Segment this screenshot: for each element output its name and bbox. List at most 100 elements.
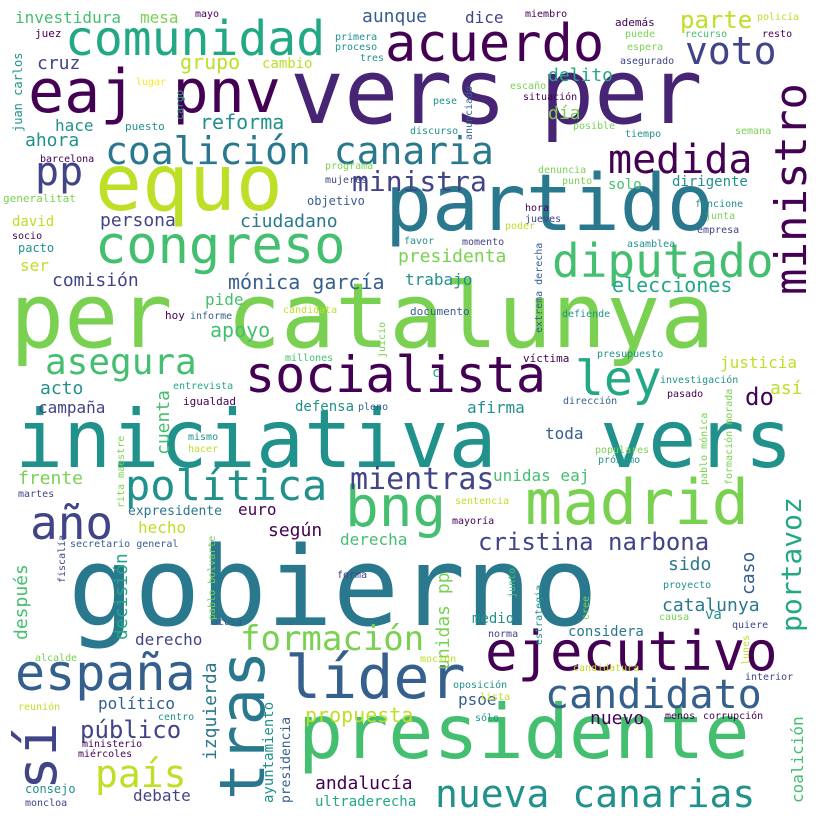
word-poder: poder bbox=[505, 221, 536, 232]
word-proximo: próximo bbox=[598, 455, 641, 466]
word-direccion: dirección bbox=[563, 396, 618, 407]
word-publico: público bbox=[80, 716, 182, 744]
word-jueves: jueves bbox=[525, 214, 562, 225]
word-persona: persona bbox=[100, 210, 176, 231]
word-grupo: grupo bbox=[180, 50, 241, 74]
word-pasado: pasado bbox=[667, 389, 704, 400]
word-pablo-monica: pablo mónica bbox=[699, 412, 710, 485]
word-afirma: afirma bbox=[467, 398, 525, 417]
word-cambio: cambio bbox=[262, 56, 313, 72]
word-semana: semana bbox=[735, 126, 772, 137]
word-pais: país bbox=[95, 752, 187, 796]
word-bng: bng bbox=[345, 475, 447, 540]
word-miembro: miembro bbox=[525, 9, 568, 20]
word-lista: lista bbox=[480, 692, 511, 703]
word-portavoz: portavoz bbox=[775, 497, 808, 632]
word-proceso: proceso bbox=[335, 42, 378, 53]
word-resto: resto bbox=[762, 29, 793, 40]
word-formacion: formación bbox=[240, 619, 425, 659]
word-monica-garcia: mónica garcía bbox=[228, 270, 385, 294]
word-denuncia: denuncia bbox=[538, 165, 587, 176]
word-euro: euro bbox=[238, 500, 277, 519]
word-nuevo: nuevo bbox=[590, 708, 645, 729]
word-sido: sido bbox=[668, 554, 712, 575]
word-estrategia: estrategia bbox=[534, 584, 545, 645]
word-pese: pese bbox=[433, 96, 458, 107]
word-caso: caso bbox=[738, 551, 759, 595]
word-ano: año bbox=[30, 496, 114, 550]
word-acusa: acusa bbox=[212, 617, 243, 628]
word-per-top: per bbox=[540, 40, 703, 145]
word-asegurado: asegurado bbox=[620, 56, 675, 67]
word-asegura: asegura bbox=[45, 342, 197, 383]
word-hora: hora bbox=[525, 203, 550, 214]
word-ayuntamiento: ayuntamiento bbox=[261, 701, 277, 803]
word-formacion-morada: formación morada bbox=[724, 388, 735, 485]
word-entrevista: entrevista bbox=[173, 381, 234, 392]
word-recurso: recurso bbox=[685, 29, 728, 40]
word-ministra: ministra bbox=[352, 165, 487, 198]
word-hoy: hoy bbox=[165, 309, 185, 322]
word-politico: político bbox=[98, 694, 176, 713]
word-psoe: psoe bbox=[458, 690, 497, 709]
word-comunidad: comunidad bbox=[65, 11, 326, 67]
word-presidente: presidente bbox=[298, 688, 750, 776]
word-presidencia: presidencia bbox=[279, 716, 294, 803]
word-escano: escaño bbox=[510, 81, 547, 92]
word-juan-carlos: juan carlos bbox=[11, 52, 25, 132]
word-causa: causa bbox=[659, 612, 690, 623]
word-acto: acto bbox=[40, 378, 84, 399]
word-junta: junta bbox=[705, 211, 736, 222]
word-derecho: derecho bbox=[135, 630, 203, 649]
word-pide: pide bbox=[205, 290, 244, 309]
word-cuenta: cuenta bbox=[153, 389, 174, 455]
word-norma: norma bbox=[488, 629, 519, 640]
word-martes: martes bbox=[18, 489, 55, 500]
word-campana: campaña bbox=[38, 398, 106, 417]
word-madrid: madrid bbox=[525, 466, 749, 539]
word-lider: líder bbox=[285, 643, 466, 713]
word-objetivo: objetivo bbox=[307, 194, 365, 208]
word-informe: informe bbox=[190, 311, 233, 322]
word-voto: voto bbox=[685, 29, 777, 73]
word-ciudadano: ciudadano bbox=[240, 211, 338, 232]
word-puede: puede bbox=[625, 29, 656, 40]
word-per-catalunya: per catalunya bbox=[10, 264, 715, 369]
word-aunque: aunque bbox=[362, 6, 428, 27]
word-andalucia: andalucía bbox=[315, 773, 413, 794]
word-junto: junto bbox=[507, 567, 518, 598]
word-coalicion-canaria: coalición canaria bbox=[105, 129, 494, 173]
word-delito: delito bbox=[548, 65, 614, 86]
word-forma: forma bbox=[337, 570, 368, 581]
word-ahora: ahora bbox=[25, 130, 80, 151]
word-mientras: mientras bbox=[350, 462, 495, 497]
word-presupuesto: presupuesto bbox=[597, 349, 664, 360]
word-ministerio: ministerio bbox=[82, 739, 143, 750]
word-extrema-derecha: extrema derecha bbox=[534, 242, 545, 333]
word-hecho: hecho bbox=[138, 518, 187, 537]
word-partido: partido bbox=[385, 159, 714, 249]
word-investigacion: investigación bbox=[660, 375, 739, 386]
word-oposicion: oposición bbox=[453, 680, 508, 691]
word-va: va bbox=[705, 607, 722, 623]
word-quiere: quiere bbox=[732, 620, 769, 631]
word-sentencia: sentencia bbox=[455, 496, 510, 507]
word-ministro: ministro bbox=[766, 83, 817, 295]
word-iniciativa: iniciativa bbox=[15, 393, 497, 486]
word-ultraderecha: ultraderecha bbox=[315, 794, 417, 810]
word-izquierda: izquierda bbox=[200, 662, 221, 760]
word-expresidente: expresidente bbox=[128, 504, 222, 519]
word-debate: debate bbox=[133, 786, 191, 805]
word-tiempo: tiempo bbox=[625, 129, 662, 140]
word-justicia: justicia bbox=[720, 353, 798, 372]
word-medida: medida bbox=[608, 137, 753, 183]
word-candidatura: candidatura bbox=[573, 663, 640, 674]
word-cargo: cargo bbox=[175, 89, 186, 120]
word-cree: cree bbox=[581, 595, 592, 620]
word-derecha: derecha bbox=[340, 530, 408, 549]
word-menos: menos bbox=[665, 711, 696, 722]
word-consejo: consejo bbox=[25, 782, 76, 796]
word-centro: centro bbox=[158, 712, 195, 723]
word-reforma: reforma bbox=[200, 110, 285, 134]
